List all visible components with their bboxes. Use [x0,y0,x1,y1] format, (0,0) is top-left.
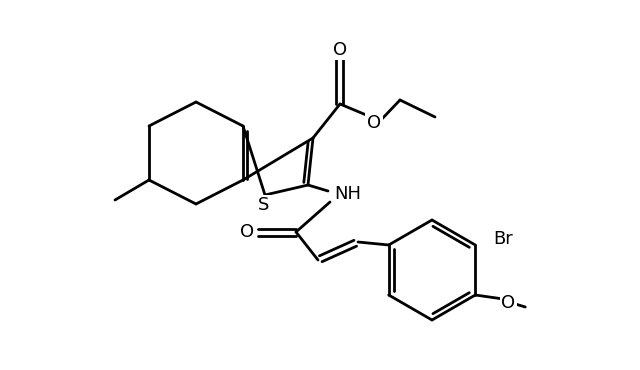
Text: NH: NH [335,185,362,203]
Text: O: O [501,294,515,312]
Text: Br: Br [493,230,513,248]
Text: O: O [333,41,347,59]
Text: S: S [259,196,269,214]
Text: O: O [240,223,254,241]
Text: O: O [367,114,381,132]
